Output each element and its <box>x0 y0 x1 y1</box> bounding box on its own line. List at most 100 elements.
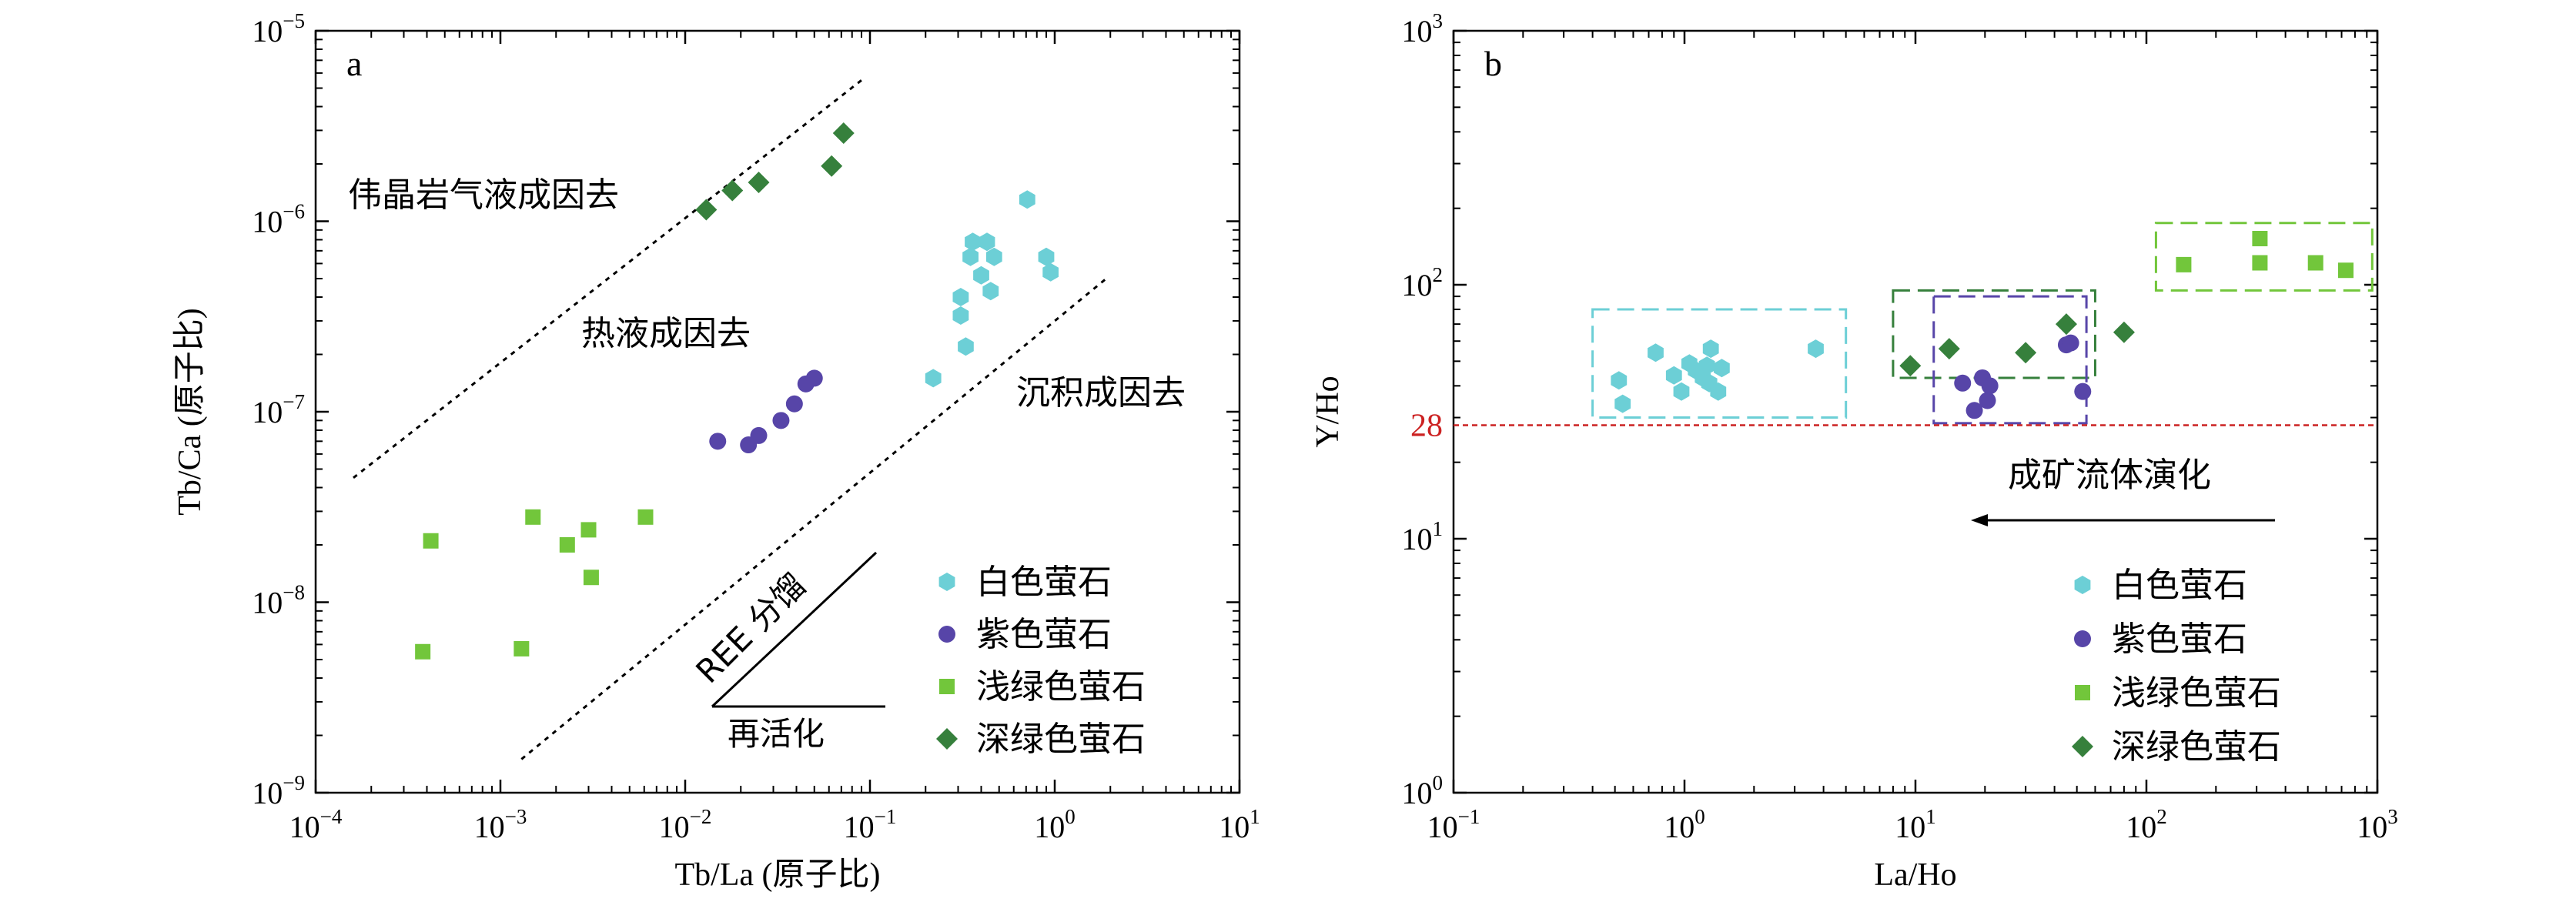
data-point <box>2252 255 2268 271</box>
tick-base: 10 <box>1402 776 1433 810</box>
series <box>695 122 855 221</box>
y-tick-label: 101 <box>1402 517 1444 556</box>
tick-exponent: 3 <box>2387 805 2398 828</box>
tick-exponent: 2 <box>2156 805 2167 828</box>
legend-marker <box>2074 630 2091 647</box>
x-tick-label: 10−1 <box>1427 805 1480 844</box>
data-point <box>1808 339 1824 359</box>
legend-marker <box>2072 736 2093 757</box>
data-point <box>525 509 541 525</box>
legend-label: 浅绿色萤石 <box>2112 673 2281 713</box>
tick-exponent: −1 <box>1458 805 1480 828</box>
data-point <box>1938 338 1960 360</box>
data-point <box>2307 255 2323 271</box>
tick-base: 10 <box>252 14 283 48</box>
tick-base: 10 <box>1427 810 1458 844</box>
data-point <box>1981 377 1999 395</box>
tick-base: 10 <box>252 395 283 429</box>
group-box <box>2154 222 2374 292</box>
panel-label: b <box>1484 44 1502 83</box>
data-point <box>709 433 727 450</box>
data-point <box>962 247 979 266</box>
tick-exponent: −9 <box>283 771 305 794</box>
x-tick-label: 10−4 <box>289 805 343 844</box>
data-point <box>2252 230 2268 246</box>
series <box>925 190 1059 388</box>
data-point <box>2062 334 2079 352</box>
tick-base: 10 <box>289 810 320 844</box>
tick-base: 10 <box>252 776 283 810</box>
group-box <box>1932 295 2088 425</box>
legend-marker <box>2075 685 2090 700</box>
data-point <box>1042 262 1059 282</box>
data-point <box>821 155 843 177</box>
tick-exponent: −4 <box>320 805 343 828</box>
data-point <box>973 266 989 285</box>
tick-base: 10 <box>1034 810 1065 844</box>
legend-label: 深绿色萤石 <box>2112 727 2281 767</box>
data-point <box>952 288 969 306</box>
x-tick-label: 10−1 <box>844 805 897 844</box>
group-box <box>1591 308 1848 419</box>
tick-exponent: −1 <box>875 805 897 828</box>
plot-frame <box>314 29 1241 794</box>
data-point <box>559 536 575 553</box>
field-label: 沉积成因去 <box>1016 373 1186 413</box>
tick-base: 10 <box>659 810 690 844</box>
data-point <box>1665 366 1682 385</box>
tick-exponent: 0 <box>1694 805 1705 828</box>
y-tick-label: 102 <box>1402 263 1444 302</box>
data-point <box>772 412 790 429</box>
field-label: 热液成因去 <box>581 314 751 353</box>
y-tick-label: 103 <box>1402 9 1444 48</box>
tick-base: 10 <box>2126 810 2156 844</box>
reactivation-label: 再活化 <box>728 715 825 753</box>
reference-line-label: 28 <box>1410 408 1443 443</box>
data-point <box>985 247 1002 266</box>
tick-exponent: −3 <box>505 805 527 828</box>
group-box <box>1892 289 2096 379</box>
y-tick-label: 10−8 <box>252 581 305 620</box>
legend-marker <box>939 679 955 694</box>
tick-exponent: −6 <box>283 200 305 223</box>
tick-base: 10 <box>1402 268 1433 302</box>
data-point <box>1698 356 1715 376</box>
data-point <box>982 282 999 301</box>
y-axis-label: Y/Ho <box>1310 376 1346 447</box>
tick-base: 10 <box>252 586 283 620</box>
legend-label: 深绿色萤石 <box>976 720 1146 759</box>
legend-marker <box>2074 576 2091 594</box>
data-point <box>1702 339 1719 359</box>
legend-marker <box>938 573 955 591</box>
tick-exponent: 1 <box>1925 805 1936 828</box>
tick-base: 10 <box>2357 810 2387 844</box>
data-point <box>979 232 995 252</box>
data-point <box>965 232 981 252</box>
tick-exponent: −2 <box>690 805 712 828</box>
x-tick-label: 100 <box>1034 805 1076 844</box>
x-axis-label: La/Ho <box>1874 857 1956 893</box>
data-point <box>2337 262 2354 279</box>
tick-base: 10 <box>1402 522 1433 556</box>
panel-b: 10−1 100 101 102 103100101102103La/HoY/Hob28… <box>1310 9 2398 893</box>
tick-exponent: 1 <box>1433 517 1444 540</box>
data-point <box>832 122 855 145</box>
data-point <box>580 522 597 538</box>
x-tick-label: 10−3 <box>474 805 527 844</box>
field-label: 伟晶岩气液成因去 <box>348 175 619 215</box>
legend-marker <box>936 728 958 750</box>
legend-marker <box>938 626 955 643</box>
data-point <box>583 570 599 586</box>
series <box>1899 313 2135 377</box>
y-tick-label: 10−5 <box>252 9 305 48</box>
data-point <box>1710 382 1727 401</box>
legend-label: 白色萤石 <box>976 563 1112 602</box>
legend-label: 紫色萤石 <box>976 615 1112 654</box>
y-tick-label: 100 <box>1402 771 1444 810</box>
data-point <box>2015 342 2037 364</box>
tick-exponent: 3 <box>1433 9 1444 32</box>
tick-exponent: 0 <box>1065 805 1076 828</box>
